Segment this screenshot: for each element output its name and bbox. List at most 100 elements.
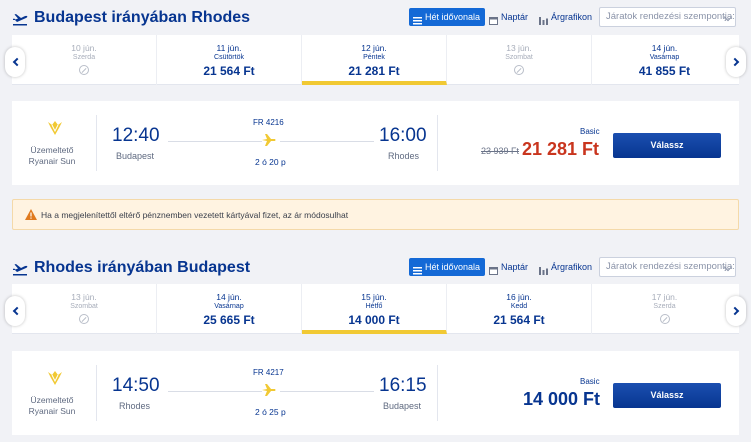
weekday-label: Péntek bbox=[363, 54, 385, 61]
date-label: 11 jún. bbox=[216, 43, 242, 53]
weekday-label: Szerda bbox=[72, 54, 96, 61]
date-label: 13 jún. bbox=[71, 292, 97, 302]
operated-by-label: Üzemeltető bbox=[30, 395, 74, 405]
warning-text: Ha a megjelenítettől eltérő pénznemben v… bbox=[41, 210, 349, 220]
depart-city: Budapest bbox=[116, 151, 155, 161]
currency-warning: Ha a megjelenítettől eltérő pénznemben v… bbox=[12, 199, 739, 230]
plane-takeoff-icon bbox=[13, 14, 28, 26]
carrier-name: Ryanair Sun bbox=[28, 156, 76, 166]
chevron-right-icon bbox=[730, 57, 739, 67]
depart-city: Rhodes bbox=[119, 401, 151, 411]
date-label: 14 jún. bbox=[651, 43, 678, 53]
next-dates-button[interactable] bbox=[726, 296, 746, 326]
date-price: 41 855 Ft bbox=[638, 64, 691, 78]
list-icon bbox=[413, 13, 422, 25]
date-cell: 17 jún. Szerda bbox=[592, 284, 737, 334]
unavailable-icon bbox=[659, 314, 670, 324]
date-cell[interactable]: 14 jún. Vasárnap 25 665 Ft bbox=[157, 284, 302, 334]
price-chart-label: Árgrafikon bbox=[551, 12, 593, 22]
weekday-label: Szombat bbox=[505, 54, 533, 61]
weekday-label: Vasárnap bbox=[649, 54, 680, 61]
divider bbox=[437, 365, 438, 421]
depart-time: 12:40 bbox=[112, 125, 160, 146]
bar-chart-icon bbox=[539, 263, 548, 275]
price-chart-button[interactable]: Árgrafikon bbox=[535, 258, 597, 276]
calendar-label: Naptár bbox=[501, 12, 529, 22]
calendar-button[interactable]: Naptár bbox=[485, 8, 533, 26]
depart-time: 14:50 bbox=[112, 375, 160, 396]
date-cell-selected[interactable]: 15 jún. Hétfő 14 000 Ft bbox=[302, 284, 447, 334]
date-cell: 13 jún. Szombat bbox=[447, 35, 592, 85]
choose-button[interactable]: Válassz bbox=[613, 133, 721, 158]
date-cell[interactable]: 11 jún. Csütörtök 21 564 Ft bbox=[157, 35, 302, 85]
operated-by: Üzemeltető Ryanair Sun bbox=[18, 395, 86, 417]
calendar-label: Naptár bbox=[501, 262, 529, 272]
ryanair-logo-icon bbox=[48, 371, 62, 385]
date-price: 21 281 Ft bbox=[348, 64, 400, 78]
calendar-button[interactable]: Naptár bbox=[485, 258, 533, 276]
route-line-right bbox=[280, 391, 374, 392]
date-label: 17 jún. bbox=[651, 292, 678, 302]
week-view-label: Hét idővonala bbox=[425, 262, 481, 272]
route-line-left bbox=[168, 141, 262, 142]
list-icon bbox=[413, 263, 422, 275]
inbound-title: Rhodes irányában Budapest bbox=[34, 259, 251, 276]
date-price: 21 564 Ft bbox=[493, 313, 545, 327]
prev-dates-button[interactable] bbox=[5, 47, 25, 77]
chevron-left-icon bbox=[12, 57, 21, 67]
weekday-label: Vasárnap bbox=[214, 303, 244, 310]
old-price: 23 939 Ft bbox=[481, 146, 520, 156]
weekday-label: Hétfő bbox=[365, 303, 383, 310]
sort-placeholder: Járatok rendezési szempontja: bbox=[606, 261, 735, 272]
outbound-flight-card: Üzemeltető Ryanair Sun 12:40 Budapest FR… bbox=[12, 101, 739, 185]
date-label: 10 jún. bbox=[71, 43, 97, 53]
route-line-right bbox=[280, 141, 374, 142]
unavailable-icon bbox=[79, 314, 89, 324]
calendar-icon bbox=[489, 263, 498, 275]
chevron-left-icon bbox=[12, 306, 21, 316]
unavailable-icon bbox=[514, 65, 524, 75]
warning-icon bbox=[25, 209, 37, 220]
price-chart-label: Árgrafikon bbox=[551, 262, 593, 272]
date-cell[interactable]: 16 jún. Kedd 21 564 Ft bbox=[447, 284, 592, 334]
divider bbox=[96, 115, 97, 171]
arrive-time: 16:15 bbox=[379, 375, 427, 396]
date-cell-selected[interactable]: 12 jún. Péntek 21 281 Ft bbox=[302, 35, 447, 85]
next-dates-button[interactable] bbox=[726, 47, 746, 77]
inbound-date-strip: 13 jún. Szombat 14 jún. Vasárnap 25 665 … bbox=[5, 284, 746, 334]
plane-icon bbox=[262, 384, 276, 396]
outbound-title: Budapest irányában Rhodes bbox=[34, 9, 251, 26]
sort-select[interactable]: Járatok rendezési szempontja: bbox=[599, 7, 736, 27]
chevron-right-icon bbox=[730, 306, 739, 316]
date-label: 12 jún. bbox=[361, 43, 387, 53]
flight-number: FR 4216 bbox=[253, 118, 284, 127]
date-price: 14 000 Ft bbox=[348, 313, 400, 327]
outbound-header: Budapest irányában Rhodes Hét idővonala … bbox=[0, 6, 751, 34]
date-cell: 10 jún. Szerda bbox=[12, 35, 157, 85]
fare-type: Basic bbox=[580, 377, 600, 386]
weekday-label: Szombat bbox=[70, 303, 98, 310]
date-cell: 13 jún. Szombat bbox=[12, 284, 157, 334]
sort-placeholder: Járatok rendezési szempontja: bbox=[606, 11, 735, 22]
date-label: 13 jún. bbox=[506, 43, 532, 53]
flight-number: FR 4217 bbox=[253, 368, 284, 377]
calendar-icon bbox=[489, 13, 498, 25]
flight-price: 21 281 Ft bbox=[522, 139, 600, 159]
flight-duration: 2 ó 20 p bbox=[255, 157, 286, 167]
outbound-date-strip: 10 jún. Szerda 11 jún. Csütörtök 21 564 … bbox=[5, 35, 746, 85]
choose-button[interactable]: Válassz bbox=[613, 383, 721, 408]
prev-dates-button[interactable] bbox=[5, 296, 25, 326]
price-chart-button[interactable]: Árgrafikon bbox=[535, 8, 597, 26]
date-label: 16 jún. bbox=[506, 292, 532, 302]
date-label: 15 jún. bbox=[361, 292, 387, 302]
date-price: 25 665 Ft bbox=[203, 313, 255, 327]
week-view-button[interactable]: Hét idővonala bbox=[409, 8, 486, 26]
carrier-name: Ryanair Sun bbox=[28, 406, 76, 416]
date-cell[interactable]: 14 jún. Vasárnap 41 855 Ft bbox=[592, 35, 737, 85]
arrive-city: Rhodes bbox=[388, 151, 420, 161]
sort-select[interactable]: Járatok rendezési szempontja: bbox=[599, 257, 736, 277]
week-view-button[interactable]: Hét idővonala bbox=[409, 258, 486, 276]
divider bbox=[437, 115, 438, 171]
arrive-city: Budapest bbox=[383, 401, 422, 411]
inbound-flight-card: Üzemeltető Ryanair Sun 14:50 Rhodes FR 4… bbox=[12, 351, 739, 435]
